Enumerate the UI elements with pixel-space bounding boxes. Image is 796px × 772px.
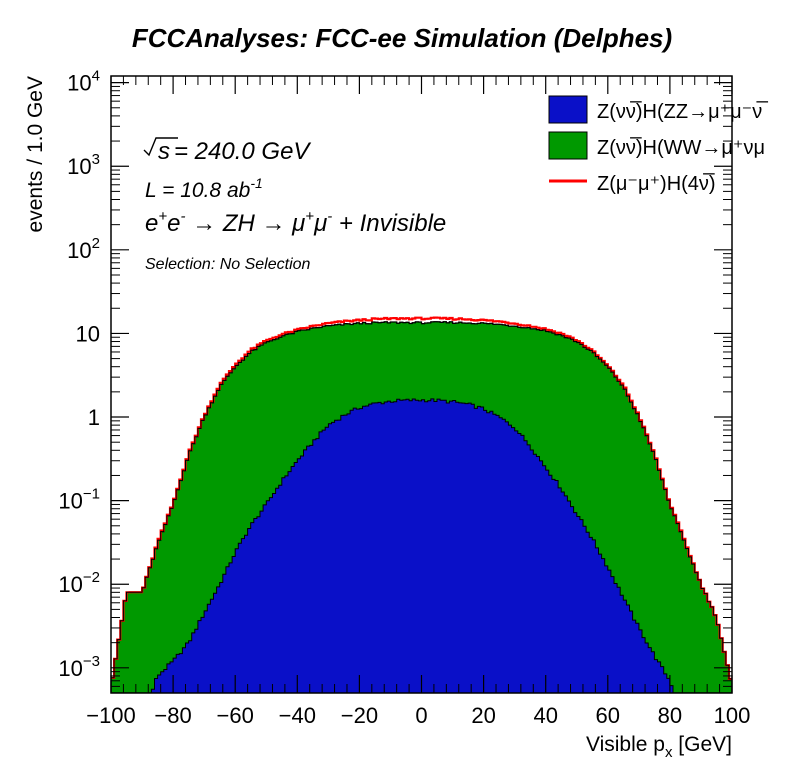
x-axis-ticks: −100 −80 −60 −40 −20 0 20 40 60 80 100 [86,76,750,728]
x-tick-label: 0 [415,703,427,728]
y-axis-ticks: 10−3 10−2 10−1 1 10 102 103 104 [58,68,732,687]
sqrt-s-variable: s [158,138,170,165]
x-tick-label: −40 [279,703,316,728]
y-tick-label: 102 [67,235,100,263]
legend-swatch-zz [548,95,588,124]
x-tick-label: −100 [86,703,136,728]
y-tick-label: 104 [67,68,100,96]
y-tick-label: 103 [67,151,100,179]
legend: Z(νν̅)H(ZZ→μ⁺μ⁻ν̅ Z(νν̅)H(WW→μ⁺νμ Z(μ⁻μ⁺… [548,95,768,195]
luminosity-annotation: L = 10.8 ab-1 [145,175,263,202]
sqrt-s-value: = 240.0 GeV [174,138,311,165]
y-axis-label: events / 1.0 GeV [24,76,47,232]
x-axis-label: Visible px [GeV] [586,733,732,761]
x-tick-label: 100 [714,703,751,728]
histogram-series [111,316,732,693]
x-tick-label: −80 [154,703,191,728]
legend-label-4nu: Z(μ⁻μ⁺)H(4ν̅) [597,172,716,195]
y-tick-label: 10 [76,321,100,346]
legend-label-ww: Z(νν̅)H(WW→μ⁺νμ [597,136,765,159]
sqrt-symbol [143,137,178,157]
histogram-layers [111,316,732,693]
x-tick-label: 80 [658,703,682,728]
legend-label-zz: Z(νν̅)H(ZZ→μ⁺μ⁻ν̅ [597,100,768,123]
legend-swatch-ww [548,131,588,160]
x-tick-label: −60 [217,703,254,728]
x-tick-label: 40 [533,703,557,728]
sqrt-s-annotation: s = 240.0 GeV [143,137,311,165]
series-zz-histogram [111,398,732,693]
y-tick-label: 10−3 [58,653,100,681]
chart-title: FCCAnalyses: FCC-ee Simulation (Delphes) [132,23,672,53]
x-tick-label: 20 [471,703,495,728]
series-ww-outline [111,321,732,680]
x-tick-label: −20 [341,703,378,728]
x-tick-label: 60 [596,703,620,728]
y-tick-label: 10−1 [58,486,100,514]
y-tick-label: 10−2 [58,569,100,597]
selection-annotation: Selection: No Selection [145,256,311,273]
process-annotation: e+e- → ZH → μ+μ- + Invisible [145,208,446,237]
y-tick-label: 1 [88,405,100,430]
